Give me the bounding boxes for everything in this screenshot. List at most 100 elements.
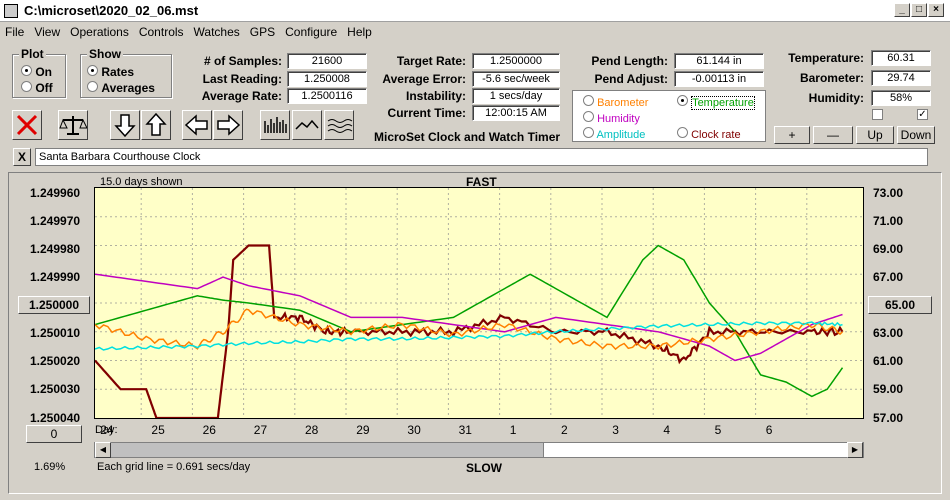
x-tick-label: 25 bbox=[151, 423, 165, 437]
x-tick-label: 27 bbox=[253, 423, 268, 437]
x-tick-label: 4 bbox=[663, 423, 671, 437]
menu-file[interactable]: File bbox=[5, 25, 25, 39]
checkbox-left[interactable] bbox=[872, 109, 883, 120]
sensor-humidity-option[interactable]: Humidity bbox=[583, 111, 640, 125]
plot-area bbox=[94, 187, 864, 420]
x-tick-label: 29 bbox=[356, 423, 370, 437]
plot-group: Plot On Off bbox=[12, 47, 66, 98]
stop-button[interactable] bbox=[12, 110, 42, 140]
arrow-left-button[interactable] bbox=[182, 110, 212, 140]
left-center-button[interactable]: 1.250000 bbox=[18, 296, 90, 314]
right-tick: 73.00 bbox=[873, 186, 904, 200]
average-error-label: Average Error: bbox=[382, 72, 466, 86]
pend-adjust-label: Pend Adjust: bbox=[594, 72, 668, 86]
arrow-right-button[interactable] bbox=[213, 110, 243, 140]
plot-off-radio[interactable]: Off bbox=[21, 81, 53, 95]
x-tick-label: 31 bbox=[458, 423, 472, 437]
close-button[interactable]: × bbox=[928, 3, 944, 17]
down-button[interactable]: Down bbox=[897, 126, 935, 144]
checkbox-right[interactable]: ✓ bbox=[917, 109, 928, 120]
sensor-clockrate-option[interactable]: Clock rate bbox=[677, 127, 741, 141]
left-tick: 1.250030 bbox=[30, 382, 81, 396]
chart-frame bbox=[8, 172, 942, 494]
radio-off-indicator bbox=[21, 81, 32, 92]
arrow-up-button[interactable] bbox=[141, 110, 171, 140]
arrow-right-icon bbox=[217, 114, 241, 136]
menu-operations[interactable]: Operations bbox=[70, 25, 129, 39]
x-tick-label: 6 bbox=[765, 423, 773, 437]
scroll-thumb[interactable] bbox=[543, 443, 849, 457]
menu-watches[interactable]: Watches bbox=[193, 25, 240, 39]
arrow-down-button[interactable] bbox=[110, 110, 140, 140]
bar-graph-button[interactable] bbox=[260, 110, 290, 140]
right-tick: 57.00 bbox=[873, 411, 904, 425]
sensor-barometer-option[interactable]: Barometer bbox=[583, 95, 648, 109]
menu-configure[interactable]: Configure bbox=[285, 25, 338, 39]
line-graph-button[interactable] bbox=[292, 110, 322, 140]
x-tick-label: 2 bbox=[561, 423, 568, 437]
pend-length-field: 61.144 in bbox=[674, 53, 764, 69]
barometer-field: 29.74 bbox=[871, 70, 931, 86]
humidity-label: Humidity: bbox=[808, 91, 864, 105]
plus-button[interactable]: + bbox=[774, 126, 810, 144]
samples-label: # of Samples: bbox=[203, 54, 282, 68]
x-tick-label: 30 bbox=[407, 423, 421, 437]
menu-gps[interactable]: GPS bbox=[249, 25, 276, 39]
chart-svg bbox=[94, 188, 863, 420]
menu-controls[interactable]: Controls bbox=[138, 25, 184, 39]
plot-on-radio[interactable]: On bbox=[21, 65, 52, 79]
right-tick: 63.00 bbox=[873, 326, 904, 340]
menu-bar: File View Operations Controls Watches GPS Conf… bbox=[0, 22, 950, 42]
app-icon bbox=[4, 4, 18, 18]
right-tick: 71.00 bbox=[873, 214, 904, 228]
current-time-field: 12:00:15 AM bbox=[472, 105, 560, 121]
minus-button[interactable]: — bbox=[813, 126, 853, 144]
sensor-temperature-option[interactable]: Temperature bbox=[677, 95, 755, 110]
show-group-title: Show bbox=[87, 47, 123, 61]
x-tick-label: 1 bbox=[509, 423, 517, 437]
series-line-humidity bbox=[94, 273, 843, 362]
show-group: Show Rates Averages bbox=[80, 47, 172, 98]
average-rate-field: 1.2500116 bbox=[287, 88, 367, 104]
horizontal-scrollbar[interactable]: ◀ ▶ bbox=[94, 442, 864, 458]
scroll-track-left[interactable] bbox=[111, 443, 543, 457]
barometer-radio bbox=[583, 95, 594, 106]
humidity-radio bbox=[583, 111, 594, 122]
target-rate-label: Target Rate: bbox=[396, 54, 466, 68]
percent-value: 1.69% bbox=[34, 461, 66, 473]
temperature-option-label: Temperature bbox=[691, 96, 755, 110]
instability-label: Instability: bbox=[405, 89, 466, 103]
temperature-field: 60.31 bbox=[871, 50, 931, 66]
show-rates-radio[interactable]: Rates bbox=[87, 65, 134, 79]
up-button[interactable]: Up bbox=[856, 126, 894, 144]
right-center-button[interactable]: 65.00 bbox=[868, 296, 932, 314]
right-tick: 59.00 bbox=[873, 382, 904, 396]
show-averages-radio[interactable]: Averages bbox=[87, 81, 155, 95]
sensor-select-box: Barometer Temperature Humidity Amplitude… bbox=[572, 90, 766, 142]
humidity-option-label: Humidity bbox=[597, 113, 640, 125]
offset-button[interactable]: 0 bbox=[26, 425, 82, 443]
sensor-amplitude-option[interactable]: Amplitude bbox=[583, 127, 645, 141]
minimize-button[interactable]: _ bbox=[894, 3, 910, 17]
left-tick: 1.249980 bbox=[30, 242, 81, 256]
arrow-up-icon bbox=[145, 112, 167, 136]
window-title: C:\microset\2020_02_06.mst bbox=[24, 3, 199, 18]
clock-close-button[interactable]: X bbox=[13, 148, 31, 166]
average-rate-label: Average Rate: bbox=[201, 89, 282, 103]
scroll-right-arrow[interactable]: ▶ bbox=[847, 442, 863, 458]
clock-name-field[interactable]: Santa Barbara Courthouse Clock bbox=[35, 148, 928, 166]
balance-button[interactable] bbox=[58, 110, 88, 140]
wave-graph-button[interactable] bbox=[324, 110, 354, 140]
scroll-left-arrow[interactable]: ◀ bbox=[95, 442, 111, 458]
x-axis-label: Day: bbox=[95, 424, 118, 436]
days-shown: 15.0 days shown bbox=[100, 176, 183, 188]
left-tick: 1.250020 bbox=[30, 354, 81, 368]
line-graph-icon bbox=[295, 119, 319, 130]
menu-view[interactable]: View bbox=[34, 25, 61, 39]
menu-help[interactable]: Help bbox=[347, 25, 372, 39]
pend-adjust-field: -0.00113 in bbox=[674, 71, 764, 87]
right-tick: 69.00 bbox=[873, 242, 904, 256]
last-reading-label: Last Reading: bbox=[202, 72, 282, 86]
maximize-button[interactable]: □ bbox=[911, 3, 927, 17]
balance-scale-icon bbox=[59, 116, 88, 135]
